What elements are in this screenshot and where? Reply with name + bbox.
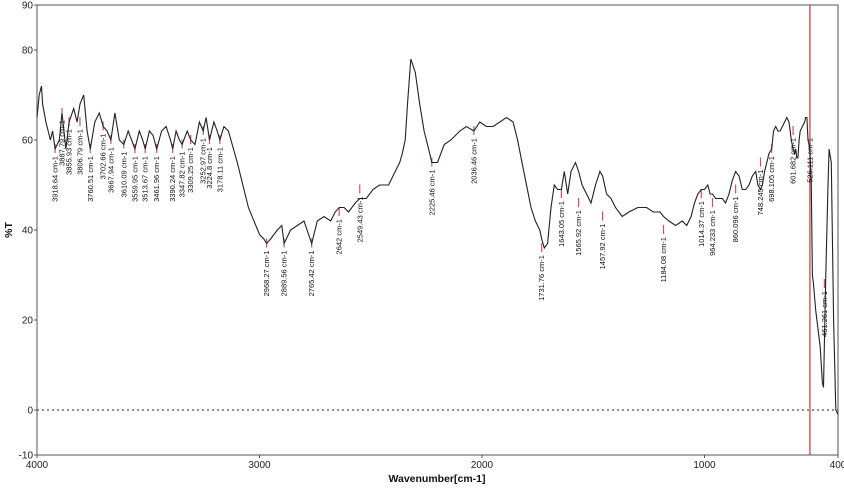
x-tick-label: 2000 — [471, 460, 494, 471]
x-tick-label: 400 — [830, 460, 844, 471]
peak-label: 2968.27 cm-1 — [262, 251, 271, 297]
peak-label: 3610.09 cm-1 — [119, 152, 128, 198]
peak-label: 1731.76 cm-1 — [537, 255, 546, 301]
y-tick-label: 40 — [22, 226, 34, 237]
y-axis-title: %T — [3, 222, 15, 238]
y-tick-label: -10 — [19, 451, 34, 462]
peak-label: 698.105 cm-1 — [767, 156, 776, 202]
peak-label: 3252.97 cm-1 — [199, 138, 208, 184]
peak-label: 964.233 cm-1 — [708, 210, 717, 256]
peak-label: 3224.8 cm-1 — [205, 147, 214, 189]
peak-label: 1457.92 cm-1 — [598, 224, 607, 270]
peak-label: 461.261 cm-1 — [820, 291, 829, 337]
y-tick-label: 80 — [22, 46, 34, 57]
peak-label: 860.096 cm-1 — [731, 197, 740, 243]
peak-label: 1565.92 cm-1 — [574, 210, 583, 256]
peak-label: 3760.51 cm-1 — [86, 156, 95, 202]
peak-label: 3855.93 cm-1 — [65, 129, 74, 175]
x-tick-label: 4000 — [26, 460, 49, 471]
peak-label: 3702.66 cm-1 — [99, 134, 108, 180]
peak-label: 3178.11 cm-1 — [215, 147, 224, 192]
x-tick-label: 3000 — [248, 460, 271, 471]
peak-label: 1184.08 cm-1 — [659, 237, 668, 282]
y-axis-ticks: -10 0 20 40 60 80 90 — [19, 1, 37, 462]
peak-label: 526.111 cm-1 — [805, 138, 814, 183]
peak-label: 3559.95 cm-1 — [130, 156, 139, 202]
peak-label: 1014.37 cm-1 — [697, 201, 706, 247]
peak-label: 2036.46 cm-1 — [469, 138, 478, 184]
x-axis-ticks: 4000 3000 2000 1000 400 — [26, 455, 844, 471]
peak-label: 3513.67 cm-1 — [141, 156, 150, 202]
y-tick-label: 60 — [22, 136, 34, 147]
peak-label: 1643.05 cm-1 — [557, 201, 566, 247]
peak-label: 2765.42 cm-1 — [307, 251, 316, 297]
x-tick-label: 1000 — [693, 460, 716, 471]
peak-label: 748.245 cm-1 — [756, 170, 765, 216]
peak-label: 3347.82 cm-1 — [178, 152, 187, 198]
peak-label: 3309.25 cm-1 — [186, 147, 195, 193]
x-axis-title: Wavenumber[cm-1] — [388, 473, 485, 485]
peak-label: 3390.24 cm-1 — [168, 156, 177, 202]
peak-label: 3887.79 cm-1 — [57, 120, 66, 166]
peak-label: 2642 cm-1 — [335, 219, 344, 254]
peak-label: 601.682 cm-1 — [789, 138, 798, 184]
y-tick-label: 0 — [27, 406, 33, 417]
series-line — [36, 58, 839, 415]
peak-label: 3461.96 cm-1 — [152, 156, 161, 202]
peak-label: 3667.94 cm-1 — [106, 147, 115, 193]
plot-frame — [36, 4, 839, 456]
y-tick-label: 90 — [22, 1, 34, 12]
peak-label: 2225.46 cm-1 — [427, 170, 436, 216]
peak-label: 3806.79 cm-1 — [75, 129, 84, 175]
peak-label: 3918.64 cm-1 — [51, 156, 60, 202]
y-tick-label: 20 — [22, 316, 34, 327]
peak-label: 2889.56 cm-1 — [280, 251, 289, 297]
peak-label: 2549.43 cm-1 — [355, 197, 364, 243]
